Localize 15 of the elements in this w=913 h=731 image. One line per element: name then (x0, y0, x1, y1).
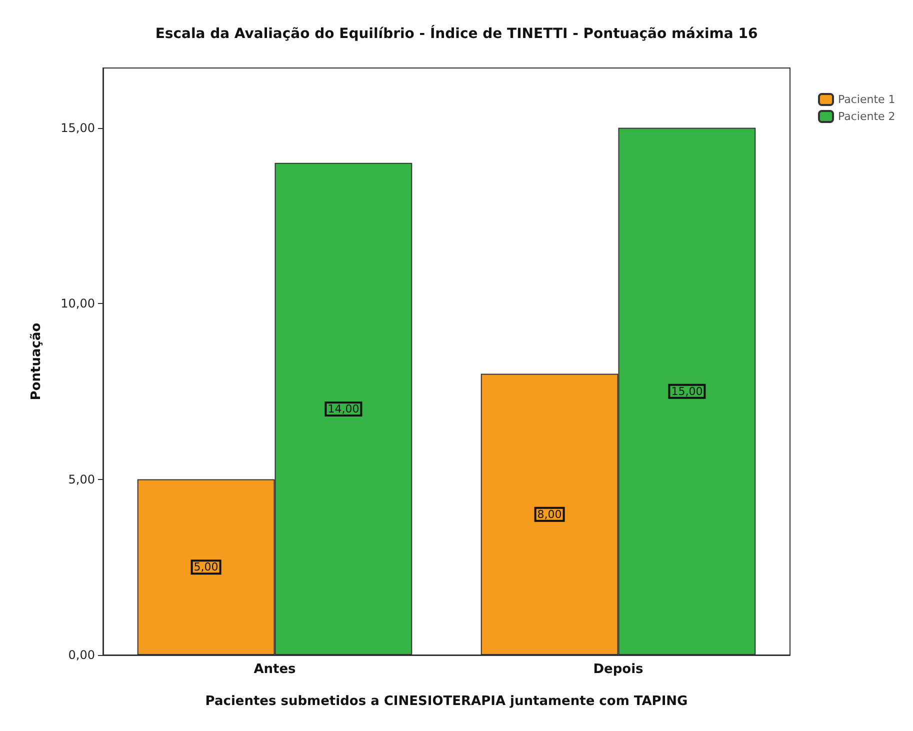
x-tick-label: Depois (593, 662, 644, 677)
data-label: 14,00 (328, 402, 360, 416)
legend-label: Paciente 2 (838, 110, 896, 123)
x-axis-title: Pacientes submetidos a CINESIOTERAPIA juntamente com TAPING (205, 694, 688, 709)
y-tick-label: 15,00 (60, 120, 95, 135)
data-label: 15,00 (671, 384, 703, 398)
x-tick-label: Antes (254, 662, 296, 677)
y-tick-label: 10,00 (60, 296, 95, 311)
legend-label: Paciente 1 (838, 93, 896, 106)
y-tick-label: 5,00 (68, 472, 95, 486)
data-label: 5,00 (194, 560, 218, 574)
y-tick-label: 0,00 (68, 648, 95, 662)
data-label: 8,00 (537, 508, 562, 521)
y-axis-title: Pontuação (29, 322, 44, 400)
chart-title: Escala da Avaliação do Equilíbrio - Índice de TINETTI - Pontuação máxima 16 (155, 25, 758, 42)
